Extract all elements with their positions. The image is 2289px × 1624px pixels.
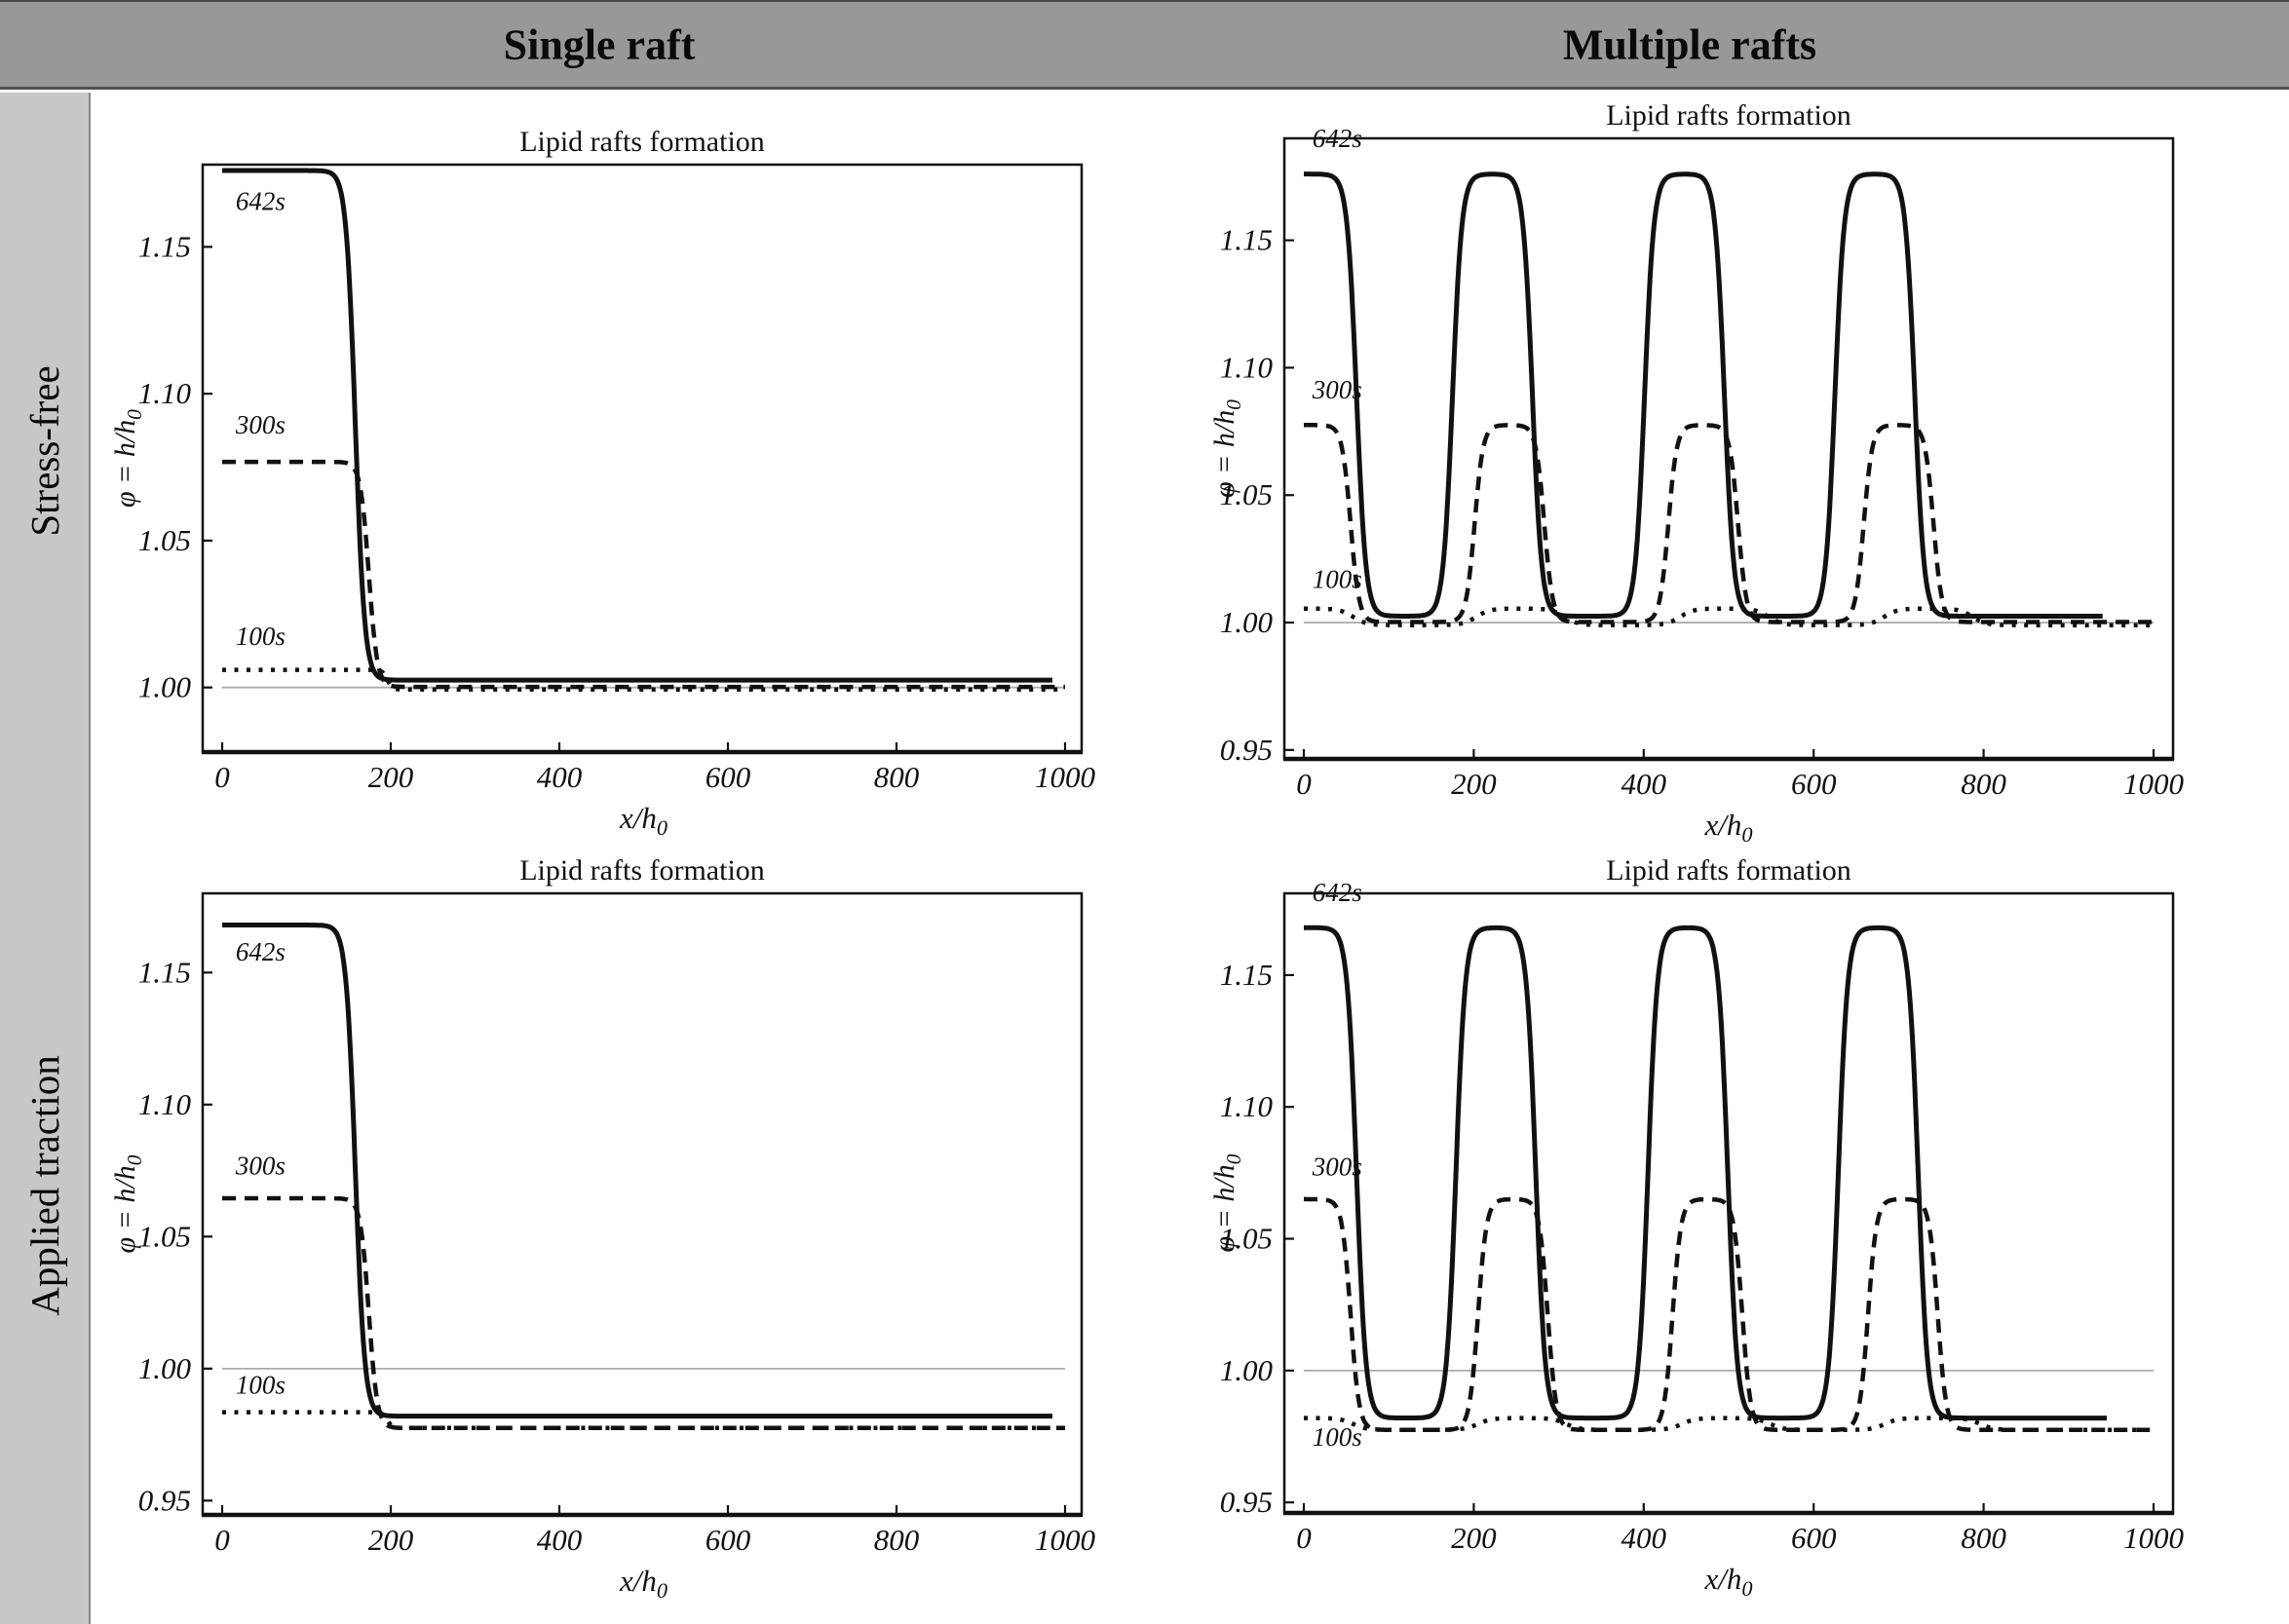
curve-label-642s: 642s bbox=[236, 187, 286, 216]
curve-100s bbox=[222, 1410, 1065, 1431]
x-tick-label: 400 bbox=[537, 760, 583, 794]
x-tick-label: 0 bbox=[1296, 767, 1312, 801]
curve-label-100s: 100s bbox=[236, 622, 286, 651]
x-axis-label: x/h0 bbox=[619, 1564, 668, 1603]
y-tick-label: 1.05 bbox=[1220, 1222, 1273, 1256]
y-tick-label: 1.10 bbox=[1220, 350, 1274, 384]
y-axis-label: φ = h/h0 bbox=[109, 1154, 146, 1253]
y-tick-label: 1.05 bbox=[138, 523, 191, 557]
curve-642s bbox=[222, 923, 1052, 1419]
curve-642s bbox=[1304, 171, 2103, 619]
x-tick-label: 600 bbox=[706, 760, 751, 794]
x-tick-label: 200 bbox=[1451, 767, 1497, 801]
y-tick-label: 1.15 bbox=[138, 229, 191, 263]
x-tick-label: 200 bbox=[1451, 1521, 1497, 1555]
y-tick-label: 1.05 bbox=[138, 1219, 191, 1253]
curve-100s bbox=[1304, 1416, 2154, 1432]
x-tick-label: 600 bbox=[706, 1523, 751, 1557]
curve-642s bbox=[1304, 925, 2107, 1421]
chart-applied-traction-single: Lipid rafts formation 0.95 1.00 1.05 1.10 1.1… bbox=[109, 857, 1096, 1603]
y-tick-label: 1.00 bbox=[138, 670, 192, 704]
y-tick-label: 1.10 bbox=[138, 376, 192, 410]
y-tick-label: 1.05 bbox=[1220, 477, 1273, 511]
y-tick-label: 0.95 bbox=[138, 1483, 191, 1517]
x-tick-label: 600 bbox=[1791, 767, 1837, 801]
plot-frame bbox=[201, 163, 1084, 754]
chart-stress-free-multiple: Lipid rafts formation 0.95 1.00 1.05 1.10 1.1… bbox=[1208, 99, 2185, 847]
y-axis-label: φ = h/h0 bbox=[109, 409, 146, 508]
y-tick-label: 0.95 bbox=[1220, 733, 1273, 767]
x-axis-label: x/h0 bbox=[1703, 808, 1752, 847]
y-tick-label: 1.00 bbox=[1220, 1353, 1274, 1387]
y-tick-label: 1.00 bbox=[1220, 605, 1274, 639]
chart-stress-free-single: Lipid rafts formation 1.00 1.05 1.10 1.15 0 20… bbox=[109, 126, 1096, 840]
y-tick-label: 1.10 bbox=[138, 1087, 192, 1121]
y-tick-label: 1.15 bbox=[138, 955, 191, 989]
curve-label-300s: 300s bbox=[1312, 375, 1362, 404]
curve-label-100s: 100s bbox=[1313, 565, 1362, 594]
curve-300s bbox=[1304, 423, 2154, 624]
column-headers: Single raft Multiple rafts bbox=[0, 0, 2289, 90]
y-axis-label: φ = h/h0 bbox=[1208, 399, 1245, 498]
curve-label-642s: 642s bbox=[1313, 124, 1362, 153]
plot-frame bbox=[201, 891, 1084, 1517]
x-tick-label: 800 bbox=[1961, 1521, 2006, 1555]
x-tick-label: 0 bbox=[214, 760, 230, 794]
plot-title: Lipid rafts formation bbox=[1606, 857, 1851, 887]
plot-title: Lipid rafts formation bbox=[1606, 99, 1851, 132]
curve-300s bbox=[222, 459, 1065, 690]
x-axis-label: x/h0 bbox=[619, 801, 668, 840]
curve-label-300s: 300s bbox=[1312, 1152, 1362, 1182]
x-tick-label: 800 bbox=[874, 760, 920, 794]
curve-label-642s: 642s bbox=[1313, 878, 1362, 907]
y-tick-label: 0.95 bbox=[1220, 1485, 1273, 1519]
chart-applied-traction-multiple: Lipid rafts formation 0.95 1.00 1.05 1.10 1.1… bbox=[1208, 857, 2185, 1601]
curve-label-100s: 100s bbox=[236, 1371, 286, 1400]
x-tick-label: 200 bbox=[368, 1523, 414, 1557]
x-tick-label: 200 bbox=[368, 760, 414, 794]
x-tick-label: 400 bbox=[537, 1523, 583, 1557]
x-tick-label: 1000 bbox=[1035, 1523, 1096, 1557]
x-tick-label: 400 bbox=[1621, 1521, 1667, 1555]
x-tick-label: 400 bbox=[1621, 767, 1667, 801]
curve-label-300s: 300s bbox=[235, 1152, 286, 1181]
curve-label-100s: 100s bbox=[1313, 1422, 1362, 1452]
x-tick-label: 0 bbox=[214, 1523, 230, 1557]
y-tick-label: 1.15 bbox=[1220, 958, 1273, 992]
plot-title: Lipid rafts formation bbox=[519, 857, 765, 887]
curve-300s bbox=[222, 1195, 1065, 1431]
y-tick-label: 1.00 bbox=[138, 1351, 192, 1385]
column-header-single-raft: Single raft bbox=[503, 20, 696, 68]
curve-label-642s: 642s bbox=[236, 937, 286, 966]
y-tick-label: 1.10 bbox=[1220, 1089, 1274, 1123]
plot-title: Lipid rafts formation bbox=[519, 126, 765, 158]
curve-642s bbox=[222, 168, 1052, 683]
x-tick-label: 1000 bbox=[2123, 1521, 2185, 1555]
row-headers: Stress-free Applied traction bbox=[0, 93, 91, 1624]
x-tick-label: 1000 bbox=[1035, 760, 1096, 794]
x-tick-label: 600 bbox=[1791, 1521, 1837, 1555]
x-tick-label: 0 bbox=[1296, 1521, 1312, 1555]
y-tick-label: 1.15 bbox=[1220, 223, 1273, 257]
x-tick-label: 1000 bbox=[2123, 767, 2185, 801]
x-axis-label: x/h0 bbox=[1703, 1562, 1752, 1601]
x-tick-label: 800 bbox=[874, 1523, 920, 1557]
column-header-multiple-rafts: Multiple rafts bbox=[1562, 20, 1817, 68]
y-axis-label: φ = h/h0 bbox=[1208, 1153, 1245, 1252]
curve-label-300s: 300s bbox=[235, 410, 286, 439]
x-tick-label: 800 bbox=[1961, 767, 2006, 801]
